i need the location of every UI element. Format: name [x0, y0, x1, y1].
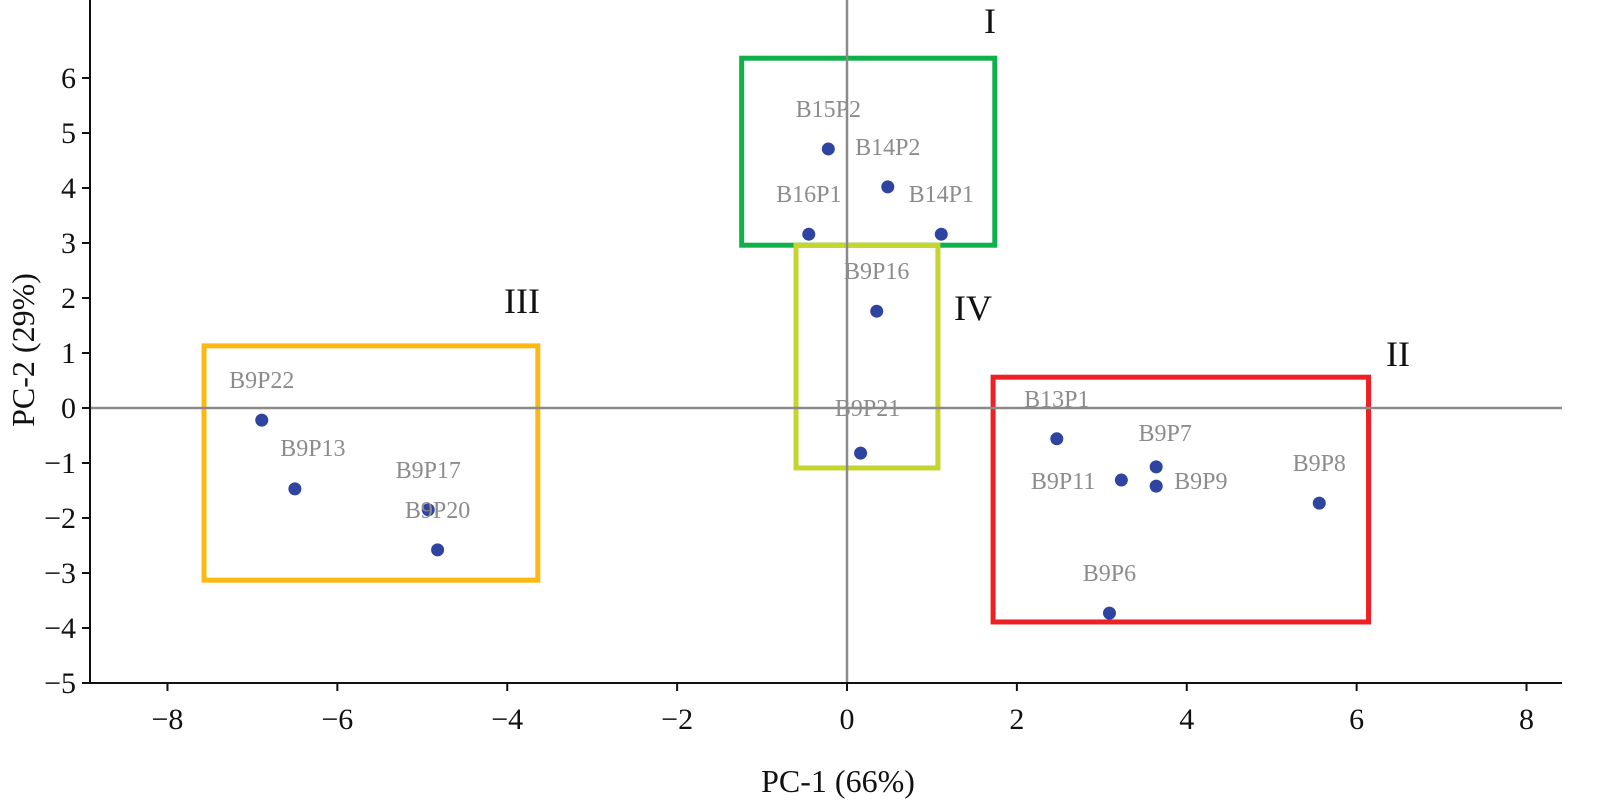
data-point: [1149, 460, 1163, 474]
group-box-IV: [793, 242, 941, 471]
point-label: B9P13: [280, 436, 345, 462]
group-label-III: III: [504, 281, 540, 321]
y-tick-label: 2: [61, 282, 76, 315]
x-tick-label: 6: [1349, 703, 1364, 736]
x-tick-label: 2: [1009, 703, 1024, 736]
point-label: B15P2: [796, 97, 861, 123]
x-tick-label: 0: [840, 703, 855, 736]
x-axis-label: PC-1 (66%): [761, 763, 915, 799]
y-tick-label: 5: [61, 117, 76, 150]
data-point: [1102, 606, 1116, 620]
y-tick-label: 3: [61, 227, 76, 260]
x-tick-label: 8: [1519, 703, 1534, 736]
data-point: [934, 227, 948, 241]
y-tick-label: 0: [61, 392, 76, 425]
axes: −5 −4 −3 −2 −1 0 1 2 3 4 5 6 −8 −6 −4 −2 0 2 4 6 8: [44, 0, 1562, 736]
y-tick-label: −5: [44, 667, 76, 700]
point-label: B14P1: [909, 182, 974, 208]
data-point: [854, 446, 868, 460]
y-tick-label: 1: [61, 337, 76, 370]
y-axis-label: PC-2 (29%): [5, 273, 41, 427]
y-tick-label: 6: [61, 62, 76, 95]
y-tick-label: 4: [61, 172, 76, 205]
point-label: B9P9: [1174, 469, 1227, 495]
data-point: [821, 142, 835, 156]
group-box-II: [990, 374, 1372, 625]
data-point: [1149, 479, 1163, 493]
data-points: B15P2 B14P2 B16P1 B14P1 B9P16 B9P21 B9P22 B9P13…: [229, 97, 1346, 620]
point-label: B14P2: [855, 135, 920, 161]
y-tick-label: −2: [44, 502, 76, 535]
x-tick-label: −8: [152, 703, 184, 736]
group-label-IV: IV: [954, 288, 992, 328]
data-point: [1050, 432, 1064, 446]
data-point: [255, 413, 269, 427]
data-point: [1312, 496, 1326, 510]
y-tick-label: −1: [44, 447, 76, 480]
x-tick-label: −4: [491, 703, 523, 736]
point-label: B9P20: [405, 498, 470, 524]
group-label-I: I: [984, 1, 996, 41]
group-box-III: [201, 343, 541, 583]
point-label: B9P8: [1293, 451, 1346, 477]
point-label: B9P6: [1083, 561, 1136, 587]
data-point: [421, 503, 435, 517]
x-tick-label: 4: [1179, 703, 1194, 736]
data-point: [881, 180, 895, 194]
group-label-II: II: [1386, 334, 1410, 374]
point-label: B9P21: [835, 396, 900, 422]
point-label: B9P16: [844, 259, 909, 285]
y-tick-label: −3: [44, 557, 76, 590]
point-label: B9P17: [396, 458, 461, 484]
point-label: B16P1: [776, 182, 841, 208]
point-label: B13P1: [1024, 387, 1089, 413]
x-tick-label: −6: [321, 703, 353, 736]
x-tick-label: −2: [661, 703, 693, 736]
point-label: B9P11: [1031, 469, 1095, 495]
point-label: B9P7: [1139, 421, 1192, 447]
data-point: [431, 543, 445, 557]
data-point: [288, 482, 302, 496]
data-point: [1114, 473, 1128, 487]
y-tick-label: −4: [44, 612, 76, 645]
point-label: B9P22: [229, 368, 294, 394]
data-point: [870, 304, 884, 318]
data-point: [802, 227, 816, 241]
